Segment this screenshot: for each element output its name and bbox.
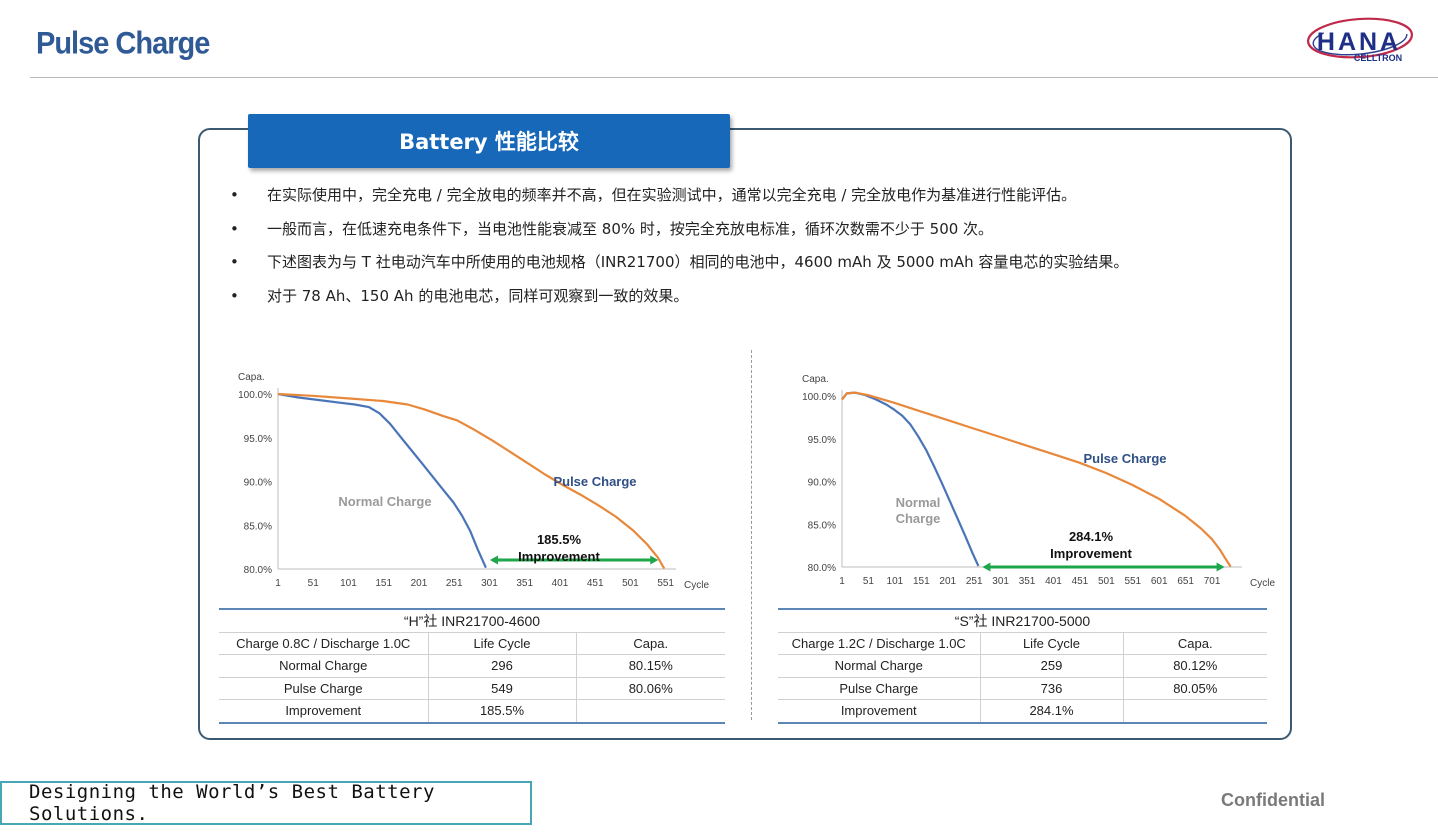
x-tick-label: 701: [1204, 576, 1221, 587]
x-tick-label: 301: [481, 578, 498, 589]
company-logo: HANA CELLTRON: [1307, 17, 1413, 63]
x-tick-label: 1: [275, 578, 281, 589]
bullet-list: • 在实际使用中，完全充电 / 完全放电的频率并不高，但在实验测试中，通常以完全充…: [228, 184, 1278, 318]
x-tick-label: 501: [1098, 576, 1115, 587]
x-tick-label: 551: [1124, 576, 1141, 587]
table-row: Pulse Charge 549 80.06%: [219, 677, 725, 700]
x-tick-label: 451: [587, 578, 604, 589]
y-tick-label: 85.0%: [244, 521, 272, 532]
x-tick-label: 401: [1045, 576, 1062, 587]
bullet-dot: •: [230, 186, 239, 204]
logo-wordmark: HANA: [1317, 28, 1401, 56]
logo-subtext: CELLTRON: [1354, 53, 1402, 63]
table-row: Normal Charge 259 80.12%: [778, 654, 1267, 678]
improvement-label: Improvement: [518, 549, 600, 564]
y-axis-label: Capa.: [802, 374, 829, 385]
x-tick-label: 301: [992, 576, 1009, 587]
x-axis-label: Cycle: [684, 580, 709, 591]
x-tick-label: 451: [1072, 576, 1089, 587]
y-tick-label: 100.0%: [802, 392, 836, 403]
table-row: Improvement 284.1%: [778, 699, 1267, 724]
chart-divider: [751, 350, 752, 720]
improvement-arrow-head: [1216, 562, 1225, 572]
x-tick-label: 1: [839, 576, 845, 587]
improvement-label: 284.1%: [1069, 529, 1114, 544]
x-tick-label: 651: [1177, 576, 1194, 587]
improvement-label: 185.5%: [537, 532, 582, 547]
y-axis-label: Capa.: [238, 372, 265, 383]
y-tick-label: 85.0%: [808, 520, 836, 531]
x-tick-label: 51: [308, 578, 320, 589]
normal-charge-label: Charge: [896, 511, 941, 526]
x-tick-label: 101: [887, 576, 904, 587]
y-tick-label: 80.0%: [808, 563, 836, 574]
y-tick-label: 90.0%: [808, 478, 836, 489]
bullet-item: • 下述图表为与 T 社电动汽车中所使用的电池规格（INR21700）相同的电池中…: [230, 253, 1129, 271]
improvement-arrow-head: [489, 555, 498, 565]
improvement-label: Improvement: [1050, 546, 1132, 561]
x-tick-label: 251: [966, 576, 983, 587]
bullet-dot: •: [230, 219, 239, 238]
bullet-item: • 对于 78 Ah、150 Ah 的电池电芯，同样可观察到一致的效果。: [230, 286, 689, 305]
x-tick-label: 351: [516, 578, 533, 589]
table-row: Normal Charge 296 80.15%: [219, 654, 725, 678]
x-tick-label: 201: [939, 576, 956, 587]
x-tick-label: 501: [622, 578, 639, 589]
confidential-label: Confidential: [1221, 790, 1325, 810]
y-tick-label: 80.0%: [244, 565, 272, 576]
spec-table-s: “S”社 INR21700-5000 Charge 1.2C / Dischar…: [778, 608, 1267, 724]
improvement-arrow-head: [982, 562, 991, 572]
y-tick-label: 95.0%: [808, 435, 836, 446]
pulse-charge-line: [277, 392, 666, 570]
table-header: Charge 0.8C / Discharge 1.0C Life Cycle …: [219, 632, 725, 655]
table-caption: “H”社 INR21700-4600: [219, 608, 725, 633]
y-tick-label: 95.0%: [244, 434, 272, 445]
title-divider: [30, 77, 1438, 78]
table-row: Improvement 185.5%: [219, 699, 725, 724]
pulse-charge-label: Pulse Charge: [1083, 451, 1166, 466]
pulse-charge-label: Pulse Charge: [553, 474, 636, 489]
x-tick-label: 151: [913, 576, 930, 587]
y-tick-label: 90.0%: [244, 478, 272, 489]
pulse-charge-line: [841, 391, 1232, 568]
x-tick-label: 601: [1151, 576, 1168, 587]
x-tick-label: 551: [657, 578, 674, 589]
bullet-item: • 在实际使用中，完全充电 / 完全放电的频率并不高，但在实验测试中，通常以完全充…: [230, 186, 1077, 204]
normal-charge-line: [841, 391, 980, 567]
normal-charge-label: Normal: [896, 495, 941, 510]
normal-charge-line: [277, 392, 487, 569]
x-tick-label: 101: [340, 578, 357, 589]
y-tick-label: 100.0%: [238, 390, 272, 401]
x-tick-label: 401: [552, 578, 569, 589]
page-title: Pulse Charge: [36, 26, 210, 62]
x-tick-label: 51: [863, 576, 875, 587]
x-tick-label: 151: [375, 578, 392, 589]
normal-charge-label: Normal Charge: [338, 494, 431, 509]
x-tick-label: 251: [446, 578, 463, 589]
bullet-dot: •: [230, 286, 239, 305]
improvement-arrow-head: [650, 555, 659, 565]
table-caption: “S”社 INR21700-5000: [778, 608, 1267, 633]
spec-table-h: “H”社 INR21700-4600 Charge 0.8C / Dischar…: [219, 608, 725, 724]
slogan-box: Designing the World’s Best Battery Solut…: [0, 781, 532, 825]
content-frame: [198, 128, 1292, 740]
section-banner: Battery 性能比较: [248, 114, 730, 168]
x-axis-label: Cycle: [1250, 578, 1275, 589]
x-tick-label: 351: [1019, 576, 1036, 587]
table-row: Pulse Charge 736 80.05%: [778, 677, 1267, 700]
bullet-item: • 一般而言，在低速充电条件下，当电池性能衰减至 80% 时，按完全充放电标准，循…: [230, 219, 994, 238]
table-header: Charge 1.2C / Discharge 1.0C Life Cycle …: [778, 632, 1267, 655]
x-tick-label: 201: [411, 578, 428, 589]
bullet-dot: •: [230, 253, 239, 271]
